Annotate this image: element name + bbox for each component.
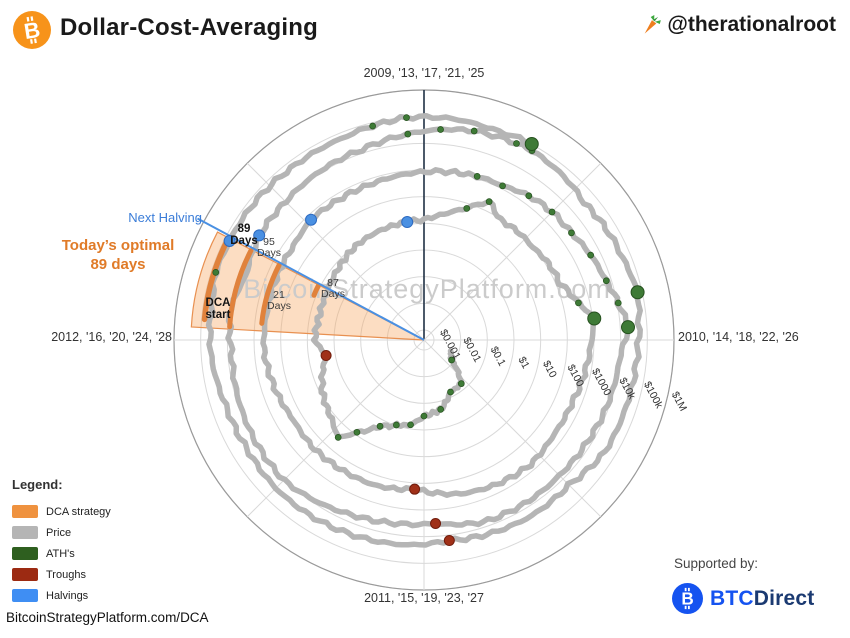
dca-start-label: DCA start: [196, 297, 240, 322]
dca-arc-label-89: 89 Days: [224, 223, 264, 248]
today-optimal-line1: Today’s optimal: [61, 237, 175, 254]
legend-swatch-halvings: [12, 589, 38, 602]
dca-start-line2: start: [205, 309, 231, 322]
page-title: Dollar-Cost-Averaging: [60, 14, 319, 41]
svg-text:B: B: [681, 589, 693, 609]
dca-start-line1: DCA: [205, 297, 231, 309]
svg-text:$1: $1: [516, 355, 532, 371]
year-axis-left: 2012, '16, '20, '24, '28: [51, 330, 172, 344]
dca-arc-label-87: 87 Days: [313, 277, 353, 301]
svg-text:$100k: $100k: [641, 380, 665, 412]
legend-item-troughs: Troughs: [12, 564, 111, 585]
year-axis-top: 2009, '13, '17, '21, '25: [363, 66, 485, 80]
legend: Legend: DCA strategy Price ATH's Troughs…: [12, 477, 111, 606]
legend-item-price: Price: [12, 522, 111, 543]
legend-swatch-dca: [12, 505, 38, 518]
dca-arc-label-21: 21 Days: [259, 289, 299, 313]
today-optimal-line2: 89 days: [90, 255, 146, 273]
btcdirect-wordmark: BTCDirect: [710, 587, 815, 611]
author-handle[interactable]: @therationalroot: [667, 13, 836, 36]
legend-label-halvings: Halvings: [46, 589, 89, 602]
legend-label-dca: DCA strategy: [46, 505, 111, 518]
dca-arc-87-days: 87: [327, 277, 339, 289]
svg-text:BitcoinStrategyPlatform.com: BitcoinStrategyPlatform.com: [243, 274, 611, 304]
svg-text:B: B: [22, 17, 42, 44]
svg-text:$1M: $1M: [669, 390, 689, 414]
bitcoin-logo-icon: B: [13, 11, 51, 54]
svg-text:$10: $10: [540, 359, 559, 380]
dca-arc-label-95: 95 Days: [249, 236, 289, 260]
year-axis-bottom: 2011, '15, '19, '23, '27: [364, 591, 484, 605]
svg-text:$0.1: $0.1: [488, 344, 508, 368]
legend-label-ath: ATH's: [46, 547, 75, 560]
legend-label-price: Price: [46, 526, 72, 539]
carrot-icon: [639, 12, 662, 38]
legend-item-ath: ATH's: [12, 543, 111, 564]
next-halving-label: Next Halving: [128, 210, 202, 225]
legend-swatch-ath: [12, 547, 38, 560]
dca-arc-89-days: 89: [237, 223, 251, 235]
btcdirect-logo[interactable]: B BTCDirect: [672, 583, 815, 614]
dca-arc-21-days: 21: [273, 289, 285, 301]
btcdirect-btc-text: BTC: [710, 586, 754, 610]
svg-text:$1000: $1000: [589, 366, 613, 398]
year-axis-right: 2010, '14, '18, '22, '26: [678, 330, 799, 344]
platform-url-link[interactable]: BitcoinStrategyPlatform.com/DCA: [6, 610, 209, 625]
dca-arc-89-unit: Days: [230, 235, 258, 248]
dca-arc-95-days: 95: [263, 236, 275, 248]
btcdirect-mark-icon: B: [672, 583, 703, 614]
dca-arc-95-unit: Days: [257, 247, 281, 260]
supported-by-label: Supported by:: [674, 556, 759, 571]
legend-heading: Legend:: [12, 477, 63, 492]
btcdirect-direct-text: Direct: [753, 586, 815, 610]
legend-label-troughs: Troughs: [46, 568, 86, 581]
dca-arc-87-unit: Days: [321, 288, 345, 301]
legend-swatch-troughs: [12, 568, 38, 581]
legend-item-halvings: Halvings: [12, 585, 111, 606]
dca-arc-21-unit: Days: [267, 300, 291, 313]
legend-swatch-price: [12, 526, 38, 539]
author-handle-group: @therationalroot: [639, 12, 836, 38]
legend-item-dca: DCA strategy: [12, 501, 111, 522]
today-optimal-label: Today’s optimal 89 days: [36, 237, 200, 275]
